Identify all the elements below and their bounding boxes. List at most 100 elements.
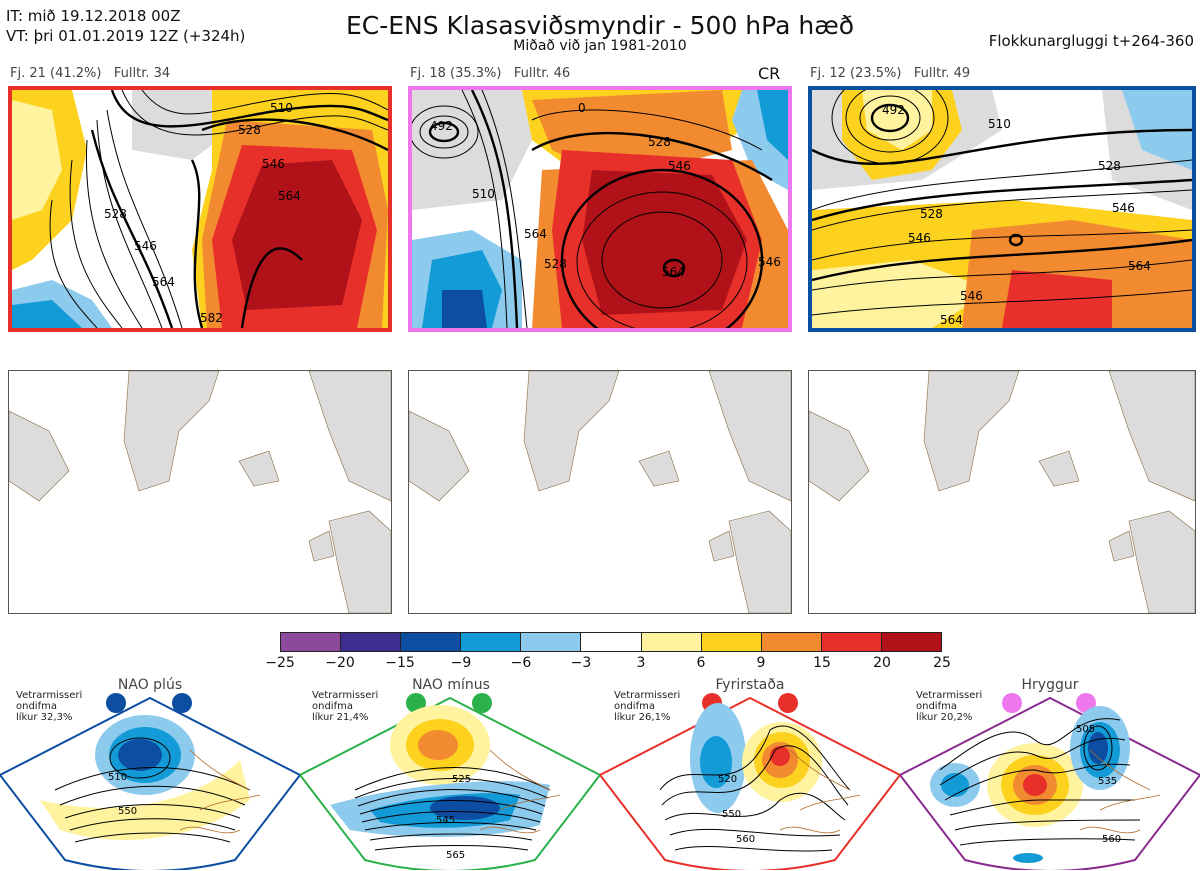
empty-map-2 <box>408 370 792 614</box>
classification-window: Flokkunargluggi t+264-360 <box>988 32 1194 50</box>
page-subtitle: Miðað við jan 1981-2010 <box>513 38 687 54</box>
contour-label: 0 <box>578 101 586 115</box>
colorbar-swatch <box>701 633 762 651</box>
regime-1-map: 510 550 <box>0 696 300 870</box>
colorbar-tick: 6 <box>696 655 706 671</box>
cluster-2-label: Fj. 18 (35.3%) Fulltr. 46 <box>410 66 571 81</box>
regime-2-marker-left <box>406 693 426 713</box>
regime-1-title: NAO plús <box>117 677 183 693</box>
contour-label: 528 <box>104 207 127 221</box>
regime-4-title: Hryggur <box>1021 677 1079 693</box>
empty-map-3-graphic <box>809 371 1195 613</box>
cluster-map-1-graphic: 510 528 546 564 582 528 546 564 <box>12 90 388 328</box>
contour-label: 546 <box>1112 201 1135 215</box>
cluster-map-2-graphic: 492 0 510 528 546 564 528 546 564 <box>412 90 788 328</box>
header-info: IT: mið 19.12.2018 00Z VT: þri 01.01.201… <box>6 6 245 46</box>
contour-label: 546 <box>262 157 285 171</box>
cluster-map-3-graphic: 492 510 528 546 528 546 564 546 564 <box>812 90 1192 328</box>
contour-label: 560 <box>736 834 755 845</box>
colorbar-tick: −9 <box>450 655 472 671</box>
cluster-map-3: 492 510 528 546 528 546 564 546 564 <box>808 86 1196 332</box>
contour-label: 528 <box>920 207 943 221</box>
cluster-1-label: Fj. 21 (41.2%) Fulltr. 34 <box>10 66 171 81</box>
contour-label: 546 <box>668 159 691 173</box>
contour-label: 582 <box>200 311 223 325</box>
empty-map-3 <box>808 370 1196 614</box>
contour-label: 492 <box>882 103 905 117</box>
empty-map-2-graphic <box>409 371 791 613</box>
page-title: EC-ENS Klasasviðsmyndir - 500 hPa hæð <box>345 11 855 40</box>
colorbar-swatch <box>281 633 342 651</box>
contour-label: 528 <box>544 257 567 271</box>
colorbar-swatch <box>881 633 942 651</box>
colorbar-swatch <box>521 633 582 651</box>
colorbar-tick: −3 <box>570 655 592 671</box>
contour-label: 546 <box>960 289 983 303</box>
colorbar-tick: 9 <box>756 655 766 671</box>
contour-label: 565 <box>446 850 465 861</box>
contour-label: 546 <box>908 231 931 245</box>
contour-label: 545 <box>436 815 455 826</box>
colorbar-swatch <box>461 633 522 651</box>
regime-1-note: Vetrarmisseri ondifma líkur 32,3% <box>16 690 83 723</box>
contour-label: 510 <box>270 101 293 115</box>
colorbar <box>280 632 942 652</box>
regime-3-map: 520 550 560 <box>600 696 900 870</box>
contour-label: 560 <box>1102 834 1121 845</box>
cluster-2-control-tag: CR <box>758 64 781 83</box>
cluster-map-2: 492 0 510 528 546 564 528 546 564 <box>408 86 792 332</box>
contour-label: 510 <box>472 187 495 201</box>
contour-label: 528 <box>1098 159 1121 173</box>
contour-label: 564 <box>152 275 175 289</box>
contour-label: 564 <box>662 265 685 279</box>
colorbar-swatch <box>341 633 402 651</box>
contour-label: 535 <box>1098 776 1117 787</box>
regime-4-map: 505 535 560 <box>900 696 1200 870</box>
colorbar-swatch <box>581 633 642 651</box>
contour-label: 528 <box>648 135 671 149</box>
contour-label: 546 <box>134 239 157 253</box>
regime-3-note: Vetrarmisseri ondifma líkur 26,1% <box>614 690 681 723</box>
colorbar-tick: −25 <box>265 655 295 671</box>
regime-1-marker-left <box>106 693 126 713</box>
contour-label: 492 <box>430 119 453 133</box>
colorbar-tick: 3 <box>636 655 646 671</box>
colorbar-tick: 25 <box>933 655 951 671</box>
colorbar-swatch <box>641 633 702 651</box>
issue-time: IT: mið 19.12.2018 00Z <box>6 7 181 25</box>
contour-label: 525 <box>452 774 471 785</box>
colorbar-tick: −6 <box>510 655 532 671</box>
contour-label: 564 <box>940 313 963 327</box>
colorbar-tick: 15 <box>813 655 831 671</box>
regime-2-note: Vetrarmisseri ondifma líkur 21,4% <box>312 690 379 723</box>
regime-1-marker-right <box>172 693 192 713</box>
colorbar-tick: −20 <box>325 655 355 671</box>
regime-3-title: Fyrirstaða <box>715 677 785 693</box>
colorbar-swatch <box>401 633 462 651</box>
contour-label: 520 <box>718 774 737 785</box>
regime-4-marker-left <box>1002 693 1022 713</box>
colorbar-tick: 20 <box>873 655 891 671</box>
colorbar-tick: −15 <box>385 655 415 671</box>
contour-label: 550 <box>722 809 741 820</box>
contour-label: 550 <box>118 806 137 817</box>
regime-2-title: NAO mínus <box>412 677 490 693</box>
empty-map-1-graphic <box>9 371 391 613</box>
contour-label: 505 <box>1076 724 1095 735</box>
empty-map-1 <box>8 370 392 614</box>
contour-label: 546 <box>758 255 781 269</box>
valid-time: VT: þri 01.01.2019 12Z (+324h) <box>6 27 246 45</box>
colorbar-swatch <box>761 633 822 651</box>
regime-4-note: Vetrarmisseri ondifma líkur 20,2% <box>916 690 983 723</box>
regime-3-marker-right <box>778 693 798 713</box>
cluster-3-label: Fj. 12 (23.5%) Fulltr. 49 <box>810 66 971 81</box>
contour-label: 510 <box>108 772 127 783</box>
contour-label: 510 <box>988 117 1011 131</box>
cluster-map-1: 510 528 546 564 582 528 546 564 <box>8 86 392 332</box>
contour-label: 564 <box>1128 259 1151 273</box>
contour-label: 528 <box>238 123 261 137</box>
regime-2-map: 525 545 565 <box>300 696 600 870</box>
contour-label: 564 <box>278 189 301 203</box>
regime-2-marker-right <box>472 693 492 713</box>
contour-label: 564 <box>524 227 547 241</box>
